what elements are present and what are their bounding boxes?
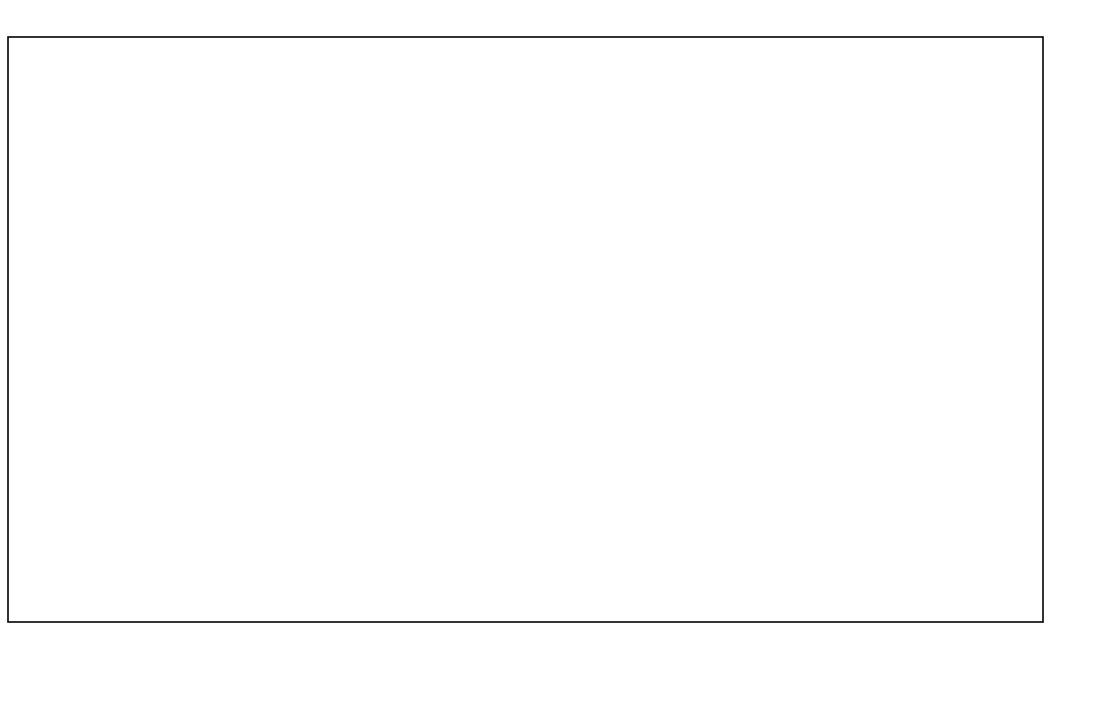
map-frame [7, 36, 1044, 623]
